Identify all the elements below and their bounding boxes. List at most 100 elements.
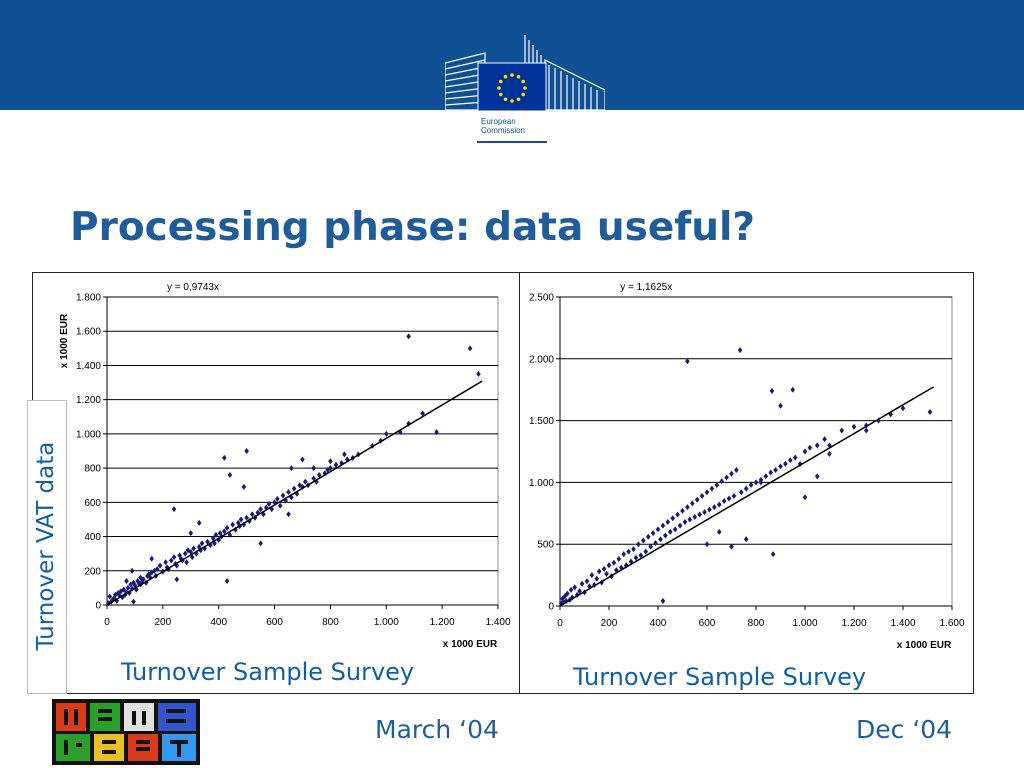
data-point (300, 456, 305, 463)
data-point (641, 537, 646, 544)
data-point (241, 483, 247, 490)
data-point (631, 546, 636, 553)
data-point (558, 600, 564, 607)
data-point (783, 460, 788, 467)
data-point (291, 485, 297, 492)
date-march: March ‘04 (375, 715, 499, 744)
data-point (758, 479, 764, 486)
data-point (184, 559, 189, 566)
data-point (275, 495, 280, 502)
data-point (124, 578, 129, 585)
data-point (670, 515, 675, 522)
data-point (788, 457, 793, 464)
data-point (222, 528, 227, 535)
data-point (792, 454, 798, 461)
data-point (129, 567, 135, 574)
data-point (927, 408, 933, 415)
data-point (132, 582, 138, 589)
data-point (807, 444, 813, 451)
y-tick-label: 2.000 (529, 354, 554, 365)
data-point (579, 580, 585, 587)
data-point (289, 465, 294, 472)
left-chart-subtitle: Turnover Sample Survey (121, 658, 415, 686)
data-point (769, 387, 775, 394)
data-point (191, 545, 196, 552)
data-point (189, 554, 195, 561)
x-axis-label: x 1000 EUR (443, 639, 498, 650)
chart-panel-right: 0 500 1.000 1.500 2.000 2.500 0 200 400 600 800 1.0… (519, 272, 974, 694)
data-point (311, 475, 316, 482)
data-point (134, 586, 139, 593)
x-tick-label: 600 (699, 618, 716, 629)
data-point (344, 456, 350, 463)
data-point (648, 543, 653, 550)
trendline (106, 380, 483, 606)
data-point (719, 478, 724, 485)
data-point (157, 562, 163, 569)
data-point (643, 548, 649, 555)
x-tick-label: 1.400 (890, 618, 915, 629)
scatter-chart-december: 0 500 1.000 1.500 2.000 2.500 0 200 400 600 800 1.0… (529, 282, 965, 651)
data-point (675, 511, 680, 518)
data-point (697, 511, 702, 518)
data-point (572, 584, 577, 591)
data-point (383, 430, 389, 437)
data-point (163, 559, 168, 566)
data-point (420, 410, 425, 417)
data-point (311, 465, 316, 472)
y-tick-label: 400 (84, 532, 101, 543)
data-point (244, 514, 249, 521)
data-point (724, 474, 729, 481)
data-point (171, 506, 177, 513)
x-tick-label: 1.600 (939, 618, 964, 629)
data-point (131, 579, 136, 586)
data-point (667, 528, 673, 535)
mebest-logo (52, 699, 200, 765)
trendline (559, 386, 935, 607)
data-point (182, 550, 188, 557)
data-point (621, 551, 626, 558)
data-point (702, 509, 707, 516)
data-point (565, 590, 570, 597)
data-point (709, 485, 715, 492)
data-point (406, 333, 411, 340)
data-point (196, 519, 202, 526)
data-point (628, 558, 634, 565)
data-point (333, 461, 339, 468)
data-point (743, 485, 749, 492)
plot-area (106, 296, 499, 606)
data-point (194, 550, 199, 557)
data-point (258, 506, 263, 513)
data-point (131, 598, 136, 605)
data-point (434, 429, 439, 436)
data-point (205, 538, 210, 545)
data-point (584, 578, 590, 585)
data-point (467, 345, 473, 352)
data-point (599, 579, 604, 586)
logo-underline (477, 141, 547, 143)
data-point (577, 588, 582, 595)
y-tick-label: 0 (95, 601, 101, 612)
data-point (734, 467, 739, 474)
data-point (665, 518, 671, 525)
data-point (748, 481, 754, 488)
data-point (685, 504, 690, 511)
data-point (164, 564, 170, 571)
data-point (238, 516, 244, 523)
data-point (286, 489, 291, 496)
data-point (726, 495, 732, 502)
x-tick-label: 600 (266, 617, 283, 628)
data-point (121, 586, 127, 593)
scatter-chart-march: 0 200 400 600 800 1.000 1.200 1.400 1.600 1.800 0 2… (59, 282, 511, 650)
data-point (247, 518, 252, 525)
data-point (650, 530, 656, 537)
data-point (601, 565, 607, 572)
data-point (208, 542, 213, 549)
y-axis-label: x 1000 EUR (59, 313, 70, 368)
data-point (107, 593, 113, 600)
data-point (230, 521, 235, 528)
x-tick-label: 1.200 (430, 617, 455, 628)
data-point (743, 536, 749, 543)
data-point (213, 531, 219, 538)
x-tick-label: 0 (104, 617, 110, 628)
